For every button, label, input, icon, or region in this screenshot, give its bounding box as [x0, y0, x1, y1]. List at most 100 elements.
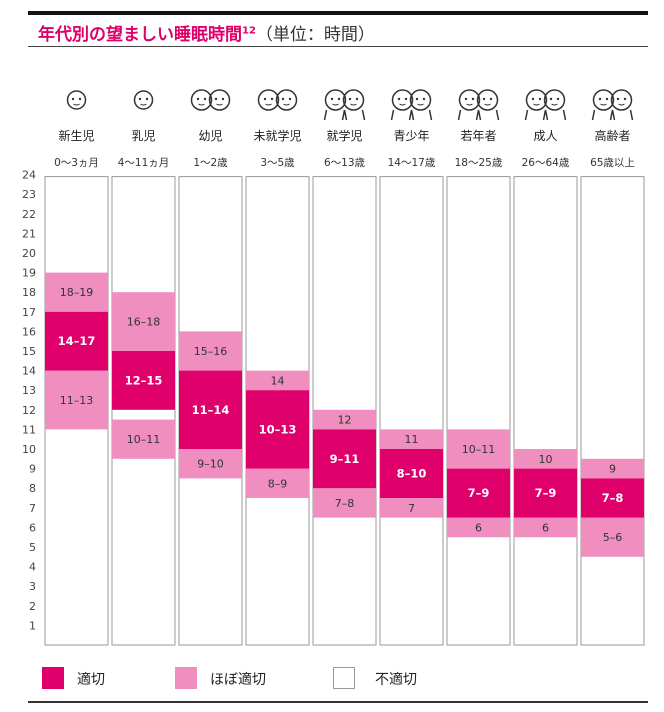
icon-mouth: [484, 103, 491, 106]
icon-shoulders: [542, 109, 567, 121]
y-tick-label: 15: [22, 345, 36, 358]
icon-eye: [489, 97, 493, 101]
icon-eye: [288, 97, 292, 101]
adult-pair-icon: [525, 89, 548, 111]
y-tick-label: 10: [22, 443, 36, 456]
icon-eye: [471, 97, 475, 101]
appropriate-label: 8–10: [397, 467, 427, 481]
icon-eye: [415, 97, 419, 101]
legend-swatch-appropriate: [42, 667, 64, 689]
appropriate-bar: [112, 351, 175, 410]
icon-eye: [348, 97, 352, 101]
icon-shoulders: [609, 109, 634, 121]
category-label: 高齢者: [594, 128, 630, 143]
icon-eye: [556, 97, 560, 101]
icon-eye: [145, 97, 149, 101]
icon-eye: [531, 97, 535, 101]
icon-eye: [214, 97, 218, 101]
icon-eye: [337, 97, 341, 101]
icon-eye: [203, 97, 207, 101]
icon-mouth: [140, 103, 147, 106]
appropriate-label: 10–13: [259, 422, 297, 436]
almost-appropriate-lower-label: 6: [542, 521, 549, 534]
almost-appropriate-lower-label: 6: [475, 521, 482, 534]
icon-eye: [422, 97, 426, 101]
y-tick-label: 13: [22, 384, 36, 397]
category-age-label: 4〜11ヵ月: [118, 157, 170, 169]
icon-mouth: [198, 103, 205, 106]
icon-shoulders: [408, 109, 433, 121]
icon-eye: [196, 97, 200, 101]
category-label: 幼児: [198, 129, 222, 143]
almost-appropriate-upper-label: 18–19: [60, 286, 94, 299]
icon-eye: [263, 97, 267, 101]
category-age-label: 6〜13歳: [324, 157, 366, 169]
appropriate-bar: [380, 449, 443, 498]
y-tick-label: 23: [22, 188, 36, 201]
icon-eye: [71, 97, 75, 101]
almost-appropriate-lower-bar: [112, 419, 175, 459]
icon-eye: [598, 97, 602, 101]
legend-swatch-inappropriate: [333, 667, 355, 689]
appropriate-label: 7–9: [535, 486, 557, 500]
almost-appropriate-upper-bar: [313, 409, 376, 430]
icon-mouth: [283, 103, 290, 106]
legend-label-inappropriate: 不適切: [375, 672, 417, 688]
almost-appropriate-lower-label: 11–13: [60, 394, 94, 407]
category-label: 新生児: [58, 128, 94, 143]
almost-appropriate-lower-label: 5–6: [603, 531, 623, 544]
almost-appropriate-upper-label: 11: [405, 433, 419, 446]
legend-label-almost-appropriate: ほぼ適切: [210, 672, 266, 688]
teen-pair-icon: [391, 89, 414, 111]
column-inappropriate-range: [580, 176, 645, 646]
icon-mouth: [73, 103, 80, 106]
appropriate-bar: [447, 468, 510, 518]
y-tick-label: 4: [29, 561, 36, 574]
almost-appropriate-lower-label: 10–11: [127, 433, 161, 446]
almost-appropriate-upper-bar: [112, 292, 175, 351]
y-tick-label: 8: [29, 482, 36, 495]
category-age-label: 26〜64歳: [522, 157, 570, 169]
almost-appropriate-lower-bar: [246, 468, 309, 498]
toddler-pair-icon: [190, 89, 213, 111]
icon-mouth: [350, 103, 357, 106]
title-footnote: 12: [242, 25, 256, 37]
icon-mouth: [466, 103, 473, 106]
category-label: 乳児: [131, 129, 155, 143]
young-adult-pair-icon: [476, 89, 499, 111]
icon-eye: [538, 97, 542, 101]
toddler-pair-icon: [208, 89, 231, 111]
icon-eye: [330, 97, 334, 101]
category-age-label: 1〜2歳: [193, 157, 228, 169]
icon-eye: [616, 97, 620, 101]
preschooler-pair-icon: [275, 89, 298, 111]
category-age-label: 0〜3ヵ月: [54, 157, 99, 169]
y-tick-label: 18: [22, 286, 36, 299]
icon-mouth: [551, 103, 558, 106]
elderly-pair-icon: [610, 89, 633, 111]
icon-eye: [221, 97, 225, 101]
y-tick-label: 1: [29, 619, 36, 632]
almost-appropriate-upper-bar: [581, 458, 644, 479]
appropriate-bar: [514, 468, 577, 518]
category-age-label: 3〜5歳: [260, 157, 295, 169]
icon-eye: [138, 97, 142, 101]
column-inappropriate-range: [379, 176, 444, 646]
teen-pair-icon: [409, 89, 432, 111]
legend-swatch-almost-appropriate: [175, 667, 197, 689]
almost-appropriate-upper-bar: [514, 449, 577, 469]
almost-appropriate-lower-label: 7–8: [335, 497, 355, 510]
icon-mouth: [417, 103, 424, 106]
almost-appropriate-lower-bar: [447, 517, 510, 538]
appropriate-label: 11–14: [192, 403, 230, 417]
y-tick-label: 7: [29, 502, 36, 515]
y-tick-label: 2: [29, 600, 36, 613]
category-label: 成人: [533, 129, 557, 143]
y-tick-label: 11: [22, 423, 36, 436]
y-tick-label: 12: [22, 404, 36, 417]
y-tick-label: 3: [29, 580, 36, 593]
y-tick-label: 6: [29, 521, 36, 534]
almost-appropriate-upper-label: 12: [338, 414, 352, 427]
appropriate-label: 7–9: [468, 486, 490, 500]
